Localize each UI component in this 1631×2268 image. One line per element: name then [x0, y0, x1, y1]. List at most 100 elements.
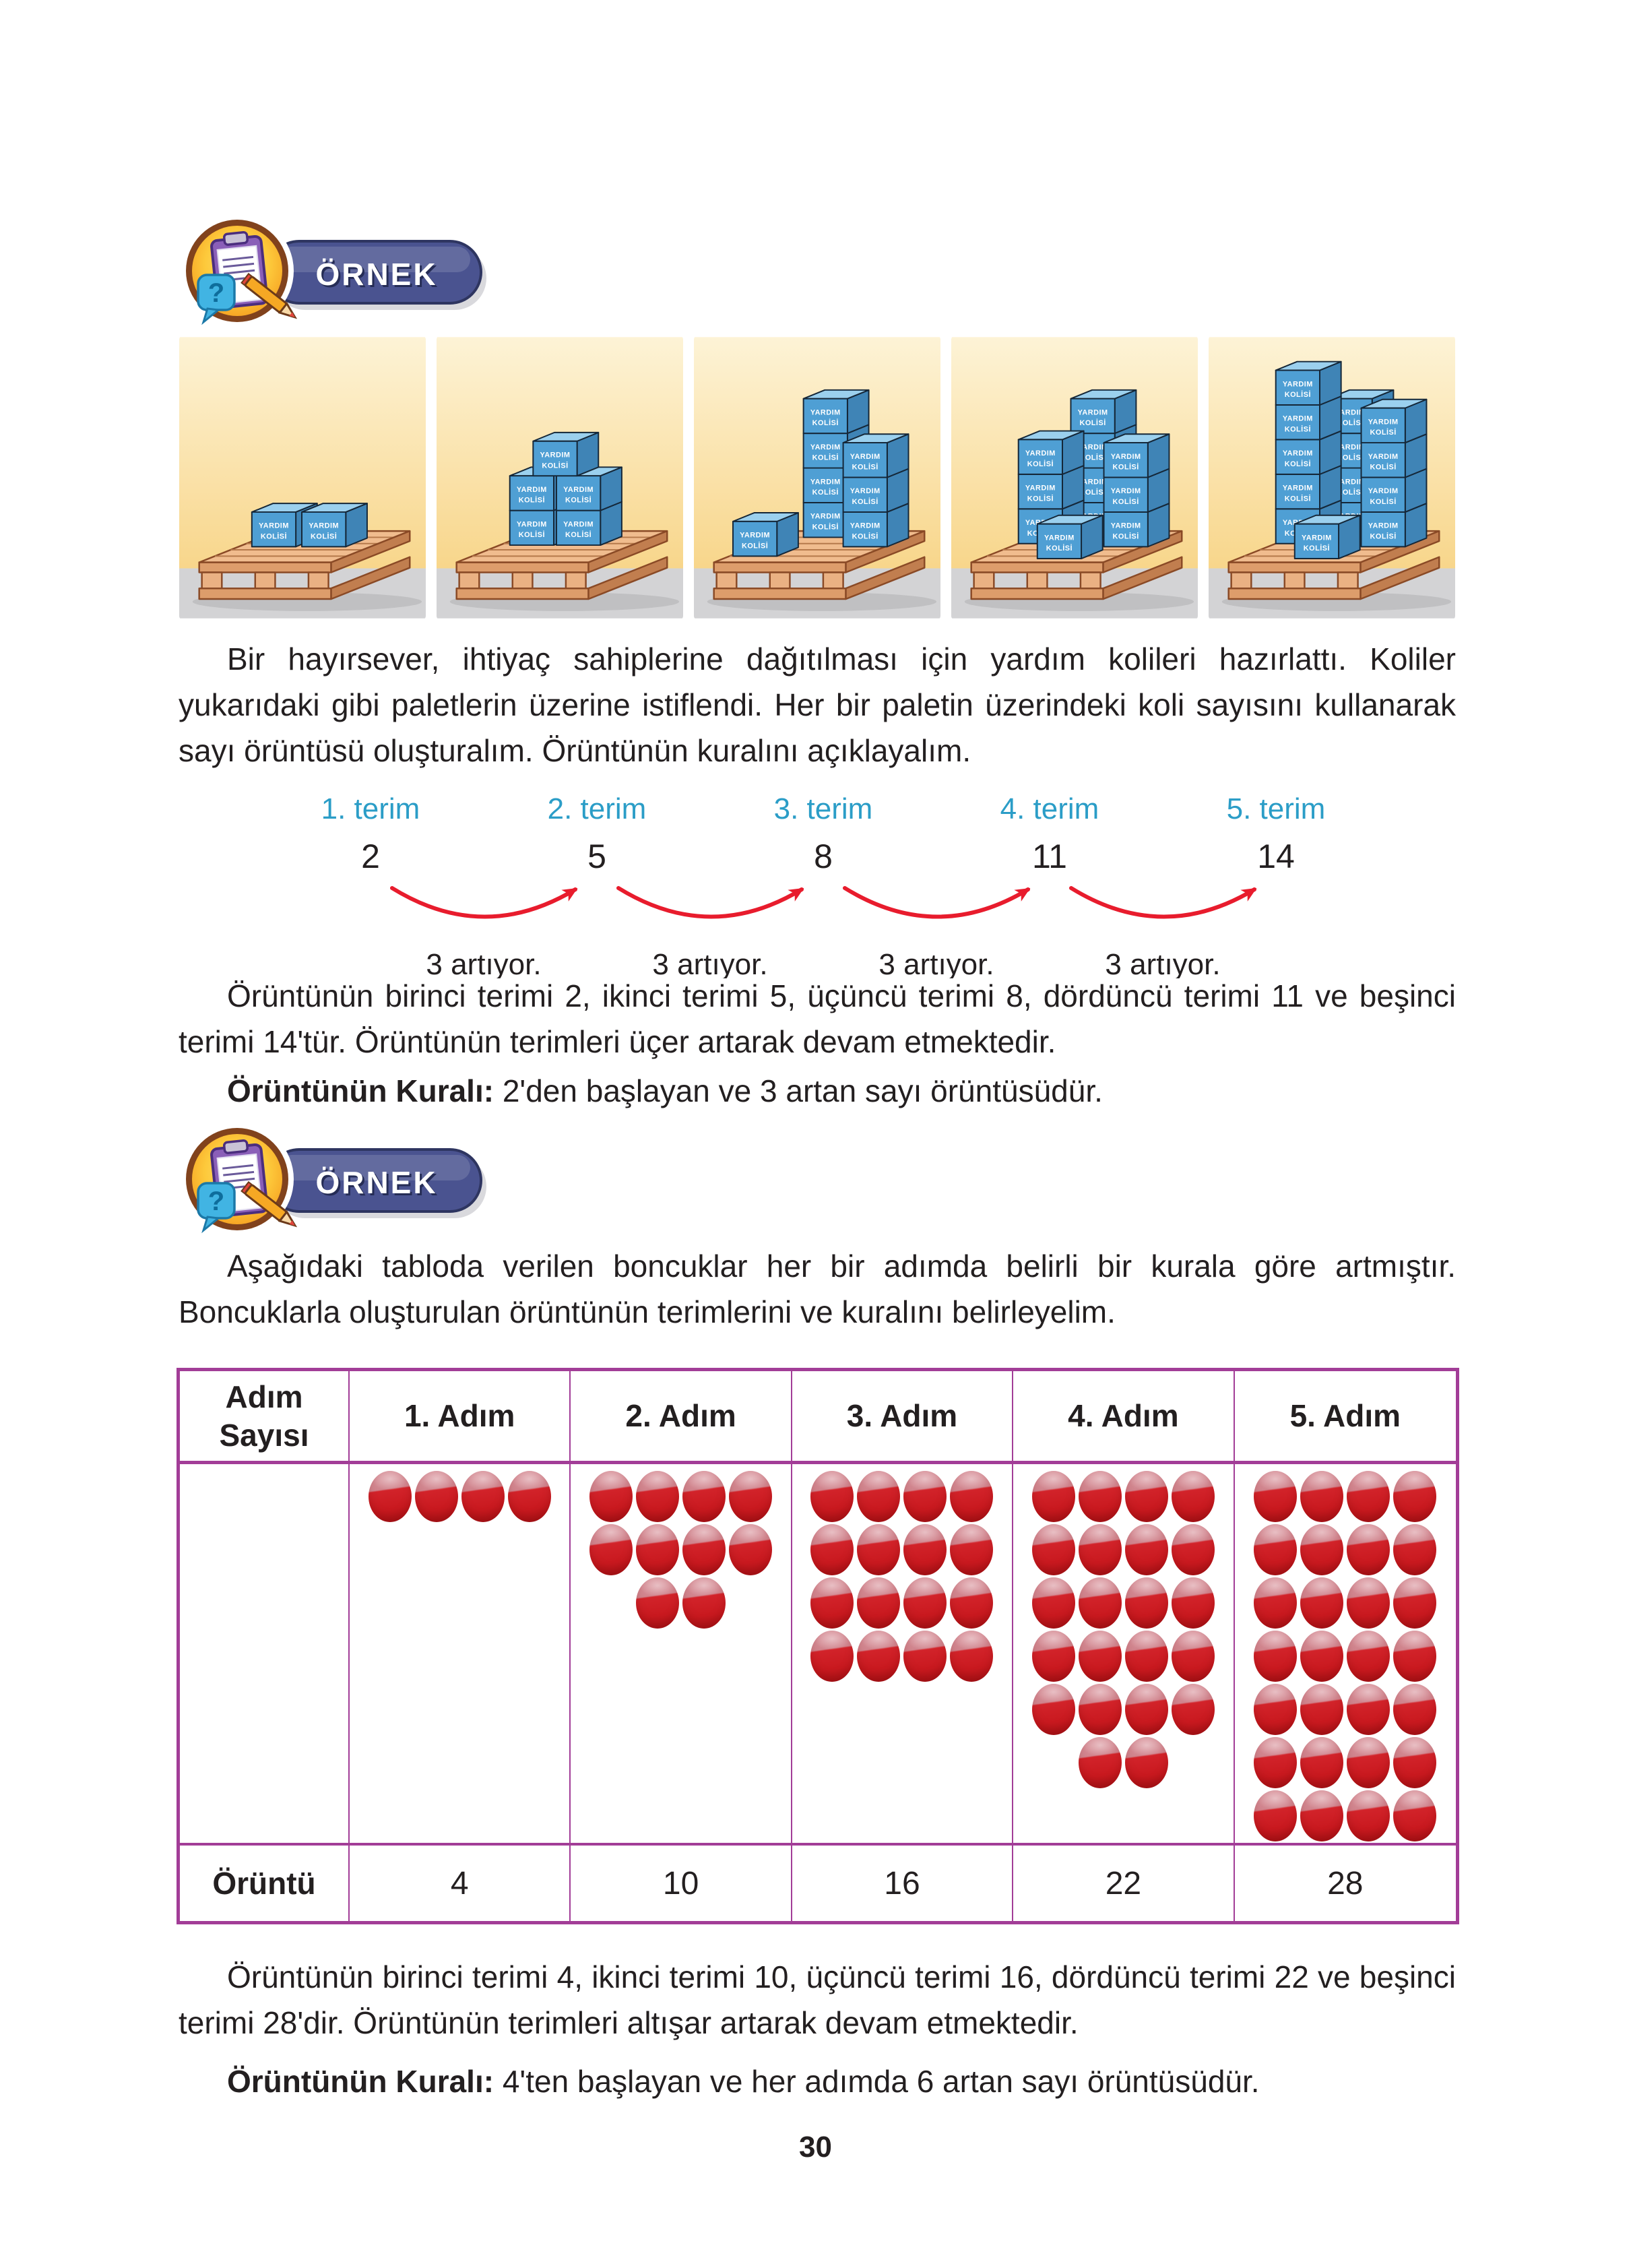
bead — [1124, 1471, 1168, 1522]
bead-row — [1254, 1471, 1437, 1522]
box-label: KOLİSİ — [1370, 497, 1397, 506]
bead-row — [1031, 1471, 1215, 1522]
bead — [729, 1471, 773, 1522]
bead — [1393, 1684, 1437, 1735]
intro-paragraph-1: Bir hayırsever, ihtiyaç sahiplerine dağı… — [179, 641, 1456, 768]
term-value: 5 — [587, 838, 606, 875]
box-label: KOLİSİ — [1337, 488, 1363, 497]
term-label: 1. terim — [321, 792, 420, 825]
box-stack-graphic: YARDIM KOLİSİ YARDIM KOLİSİ — [251, 503, 368, 548]
bead-cell — [792, 1464, 1014, 1846]
term-column: 5. terim 14 — [1163, 792, 1389, 876]
box-label: YARDIM — [1302, 534, 1332, 542]
bead — [1300, 1471, 1344, 1522]
pallet-image-1: YARDIM KOLİSİ YARDIM KOLİSİ — [179, 337, 426, 619]
bead — [682, 1471, 726, 1522]
term-value: 11 — [1032, 838, 1067, 875]
table-footer-label: Örüntü — [180, 1846, 350, 1921]
bead-row — [1254, 1631, 1437, 1682]
box-label: KOLİSİ — [742, 541, 768, 550]
intro-paragraph-2: Aşağıdaki tabloda verilen boncuklar her … — [179, 1249, 1456, 1329]
term-value: 14 — [1257, 838, 1295, 875]
term-column: 2. terim 5 — [484, 792, 710, 876]
table-header-cell: Adım Sayısı — [180, 1371, 350, 1464]
box-label: YARDIM — [1283, 449, 1313, 458]
box-label: KOLİSİ — [1113, 532, 1139, 541]
increase-arrows: 3 artıyor. 3 artıyor. 3 artıyor. 3 artıyor. — [390, 886, 1257, 978]
bead-row — [1031, 1631, 1215, 1682]
bead — [636, 1577, 680, 1629]
pallet-image-3: YARDIMKOLİSİYARDIMKOLİSİYARDIMKOLİSİYARD… — [694, 337, 940, 619]
box-label: KOLİSİ — [565, 496, 591, 505]
term-column: 4. terim 11 — [936, 792, 1163, 876]
box-label: KOLİSİ — [1079, 488, 1106, 497]
bead-row — [1254, 1790, 1437, 1841]
svg-text:?: ? — [208, 278, 224, 308]
pattern-rule-2: Örüntünün Kuralı: 4'ten başlayan ve her … — [179, 2060, 1456, 2102]
box-label: KOLİSİ — [812, 418, 839, 427]
term-value: 8 — [814, 838, 833, 875]
bead — [1078, 1737, 1122, 1788]
box-label: KOLİSİ — [1337, 453, 1363, 462]
increase-arrow — [843, 886, 1031, 919]
example-badge-icon: ? — [181, 214, 298, 327]
box-label: YARDIM — [517, 486, 547, 494]
box-label: YARDIM — [1111, 487, 1141, 495]
pattern-rule-1-label: Örüntünün Kuralı: — [227, 1073, 494, 1108]
bead — [857, 1524, 901, 1575]
pattern-rule-2-text: 4'ten başlayan ve her adımda 6 artan say… — [502, 2064, 1260, 2099]
arrow-label: 3 artıyor. — [426, 948, 541, 978]
box-label: KOLİSİ — [261, 532, 287, 541]
example-badge-label: ÖRNEK — [315, 257, 437, 292]
table-header-cell: 5. Adım — [1234, 1371, 1456, 1464]
box-label: KOLİSİ — [1285, 425, 1311, 434]
bead — [1171, 1524, 1215, 1575]
table-footer-value: 22 — [1013, 1846, 1235, 1921]
bead — [1347, 1737, 1390, 1788]
table-footer-value: 4 — [350, 1846, 571, 1921]
box-label: YARDIM — [810, 443, 841, 451]
box-label: KOLİSİ — [852, 497, 878, 506]
pallet-images: YARDIM KOLİSİ YARDIM KOLİSİ YARDIM KOLİSİ YARD… — [179, 336, 1455, 620]
box-label: YARDIM — [1111, 522, 1141, 530]
page-number: 30 — [799, 2131, 832, 2164]
bead — [1300, 1737, 1344, 1788]
box-label: KOLİSİ — [1285, 390, 1311, 399]
arrow-label: 3 artıyor. — [652, 948, 767, 978]
box-label: KOLİSİ — [1370, 428, 1397, 437]
bead — [507, 1471, 551, 1522]
table-footer-value: 10 — [571, 1846, 792, 1921]
box-label: YARDIM — [259, 522, 289, 530]
example-badge-icon: ? — [181, 1123, 298, 1236]
bead — [1347, 1684, 1390, 1735]
pencil-icon — [241, 1180, 298, 1228]
bead-cell — [350, 1464, 571, 1846]
bead-row — [589, 1524, 773, 1575]
bead — [1347, 1790, 1390, 1841]
bead — [1124, 1737, 1168, 1788]
box-label: YARDIM — [1283, 380, 1313, 388]
bead — [810, 1631, 854, 1682]
table-header-cell: 2. Adım — [571, 1371, 792, 1464]
box-label: YARDIM — [1335, 408, 1366, 416]
box-label: YARDIM — [1078, 443, 1108, 451]
box-label: KOLİSİ — [1113, 463, 1139, 472]
bead — [1393, 1790, 1437, 1841]
bead-row — [810, 1471, 994, 1522]
box-stack-graphic: YARDIM KOLİSİ YARDIM KOLİSİ YARDIM KOLİSİ YARD… — [509, 431, 622, 546]
box-label: KOLİSİ — [1046, 544, 1073, 553]
bead-table: Adım Sayısı 1. Adım 2. Adım 3. Adım 4. Adım 5… — [177, 1368, 1459, 1924]
bead — [950, 1577, 994, 1629]
box-label: YARDIM — [540, 451, 571, 459]
bead — [1078, 1524, 1122, 1575]
bead-row — [589, 1471, 773, 1522]
bead — [461, 1471, 505, 1522]
box-label: YARDIM — [810, 478, 841, 486]
box-label: KOLİSİ — [311, 532, 337, 541]
example-badge: ÖRNEK ÖRNEK? — [179, 1121, 496, 1243]
bead — [1347, 1577, 1390, 1629]
box-label: YARDIM — [850, 487, 881, 495]
arrow-label: 3 artıyor. — [1105, 948, 1220, 978]
